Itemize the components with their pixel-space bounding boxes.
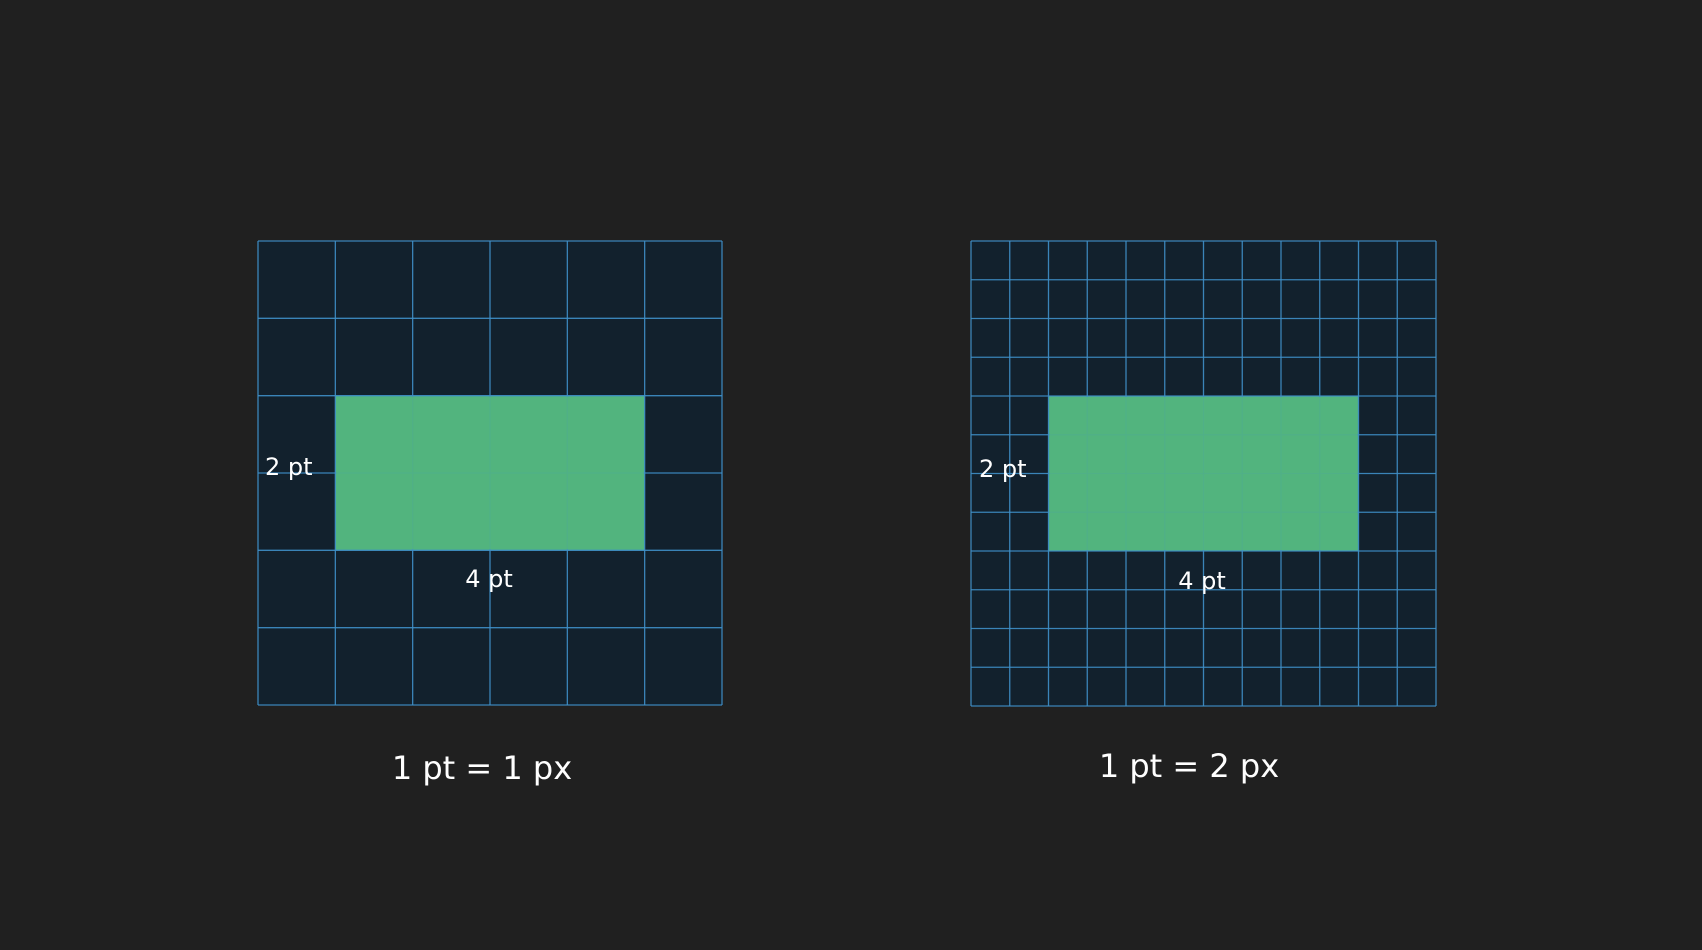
height-label-right: 2 pt xyxy=(979,455,1027,483)
panel-1pt-1px xyxy=(257,240,723,706)
highlight-overlay xyxy=(336,396,644,550)
caption-left: 1 pt = 1 px xyxy=(392,749,572,787)
caption-right: 1 pt = 2 px xyxy=(1099,747,1279,785)
highlight-overlay xyxy=(1049,397,1358,550)
panel-1pt-2px xyxy=(970,240,1437,707)
width-label-left: 4 pt xyxy=(465,565,513,593)
height-label-left: 2 pt xyxy=(265,453,313,481)
width-label-right: 4 pt xyxy=(1178,567,1226,595)
